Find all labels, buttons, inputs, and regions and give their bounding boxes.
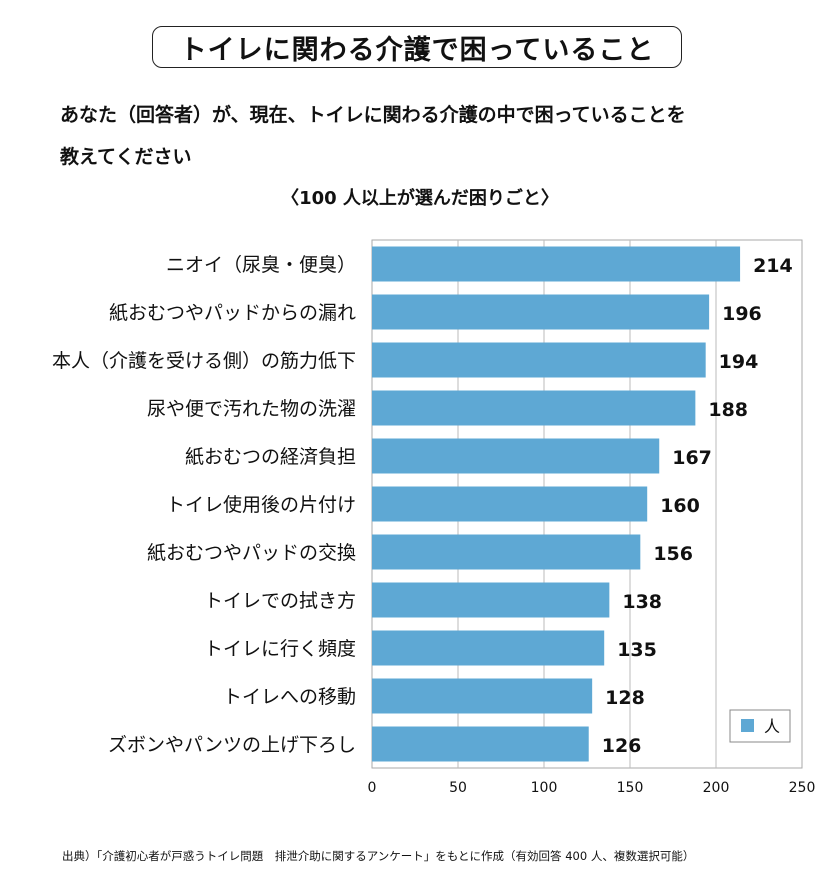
category-label: ズボンやパンツの上げ下ろし xyxy=(108,734,356,756)
category-label: トイレでの拭き方 xyxy=(204,590,356,612)
data-label: 167 xyxy=(672,447,712,469)
legend-box xyxy=(729,709,791,743)
x-tick-label: 150 xyxy=(617,780,644,796)
x-tick-label: 250 xyxy=(789,780,816,796)
category-label: 紙おむつの経済負担 xyxy=(185,446,356,468)
bar xyxy=(372,630,605,666)
survey-question: あなた（回答者）が、現在、トイレに関わる介護の中で困っていることを 教えてくださ… xyxy=(60,94,800,178)
main-title: トイレに関わる介護で困っていること xyxy=(179,34,655,66)
data-label: 156 xyxy=(653,543,693,565)
bar xyxy=(372,678,593,714)
category-label: 紙おむつやパッドの交換 xyxy=(147,542,356,564)
data-label: 194 xyxy=(719,351,759,373)
x-tick-label: 50 xyxy=(449,780,467,796)
chart-title-box: トイレに関わる介護で困っていること xyxy=(152,26,682,68)
chart-subtitle: 〈100 人以上が選んだ困りごと〉 xyxy=(281,188,559,209)
data-label: 160 xyxy=(660,495,700,517)
bar xyxy=(372,342,706,378)
legend-swatch xyxy=(741,719,754,732)
bar xyxy=(372,294,710,330)
bar xyxy=(372,534,641,570)
bar xyxy=(372,246,741,282)
bar xyxy=(372,726,589,762)
x-tick-label: 0 xyxy=(368,780,377,796)
x-tick-label: 100 xyxy=(531,780,558,796)
legend-label: 人 xyxy=(764,717,780,736)
bar xyxy=(372,390,696,426)
category-label: トイレ使用後の片付け xyxy=(166,494,356,516)
data-label: 214 xyxy=(753,255,793,277)
x-tick-label: 200 xyxy=(703,780,730,796)
category-label: 本人（介護を受ける側）の筋力低下 xyxy=(52,350,356,372)
source-footnote: 出典）「介護初心者が戸惑うトイレ問題 排泄介助に関するアンケート」をもとに作成（… xyxy=(62,849,695,863)
data-label: 196 xyxy=(722,303,762,325)
data-label: 188 xyxy=(708,399,748,421)
data-label: 138 xyxy=(622,591,662,613)
category-label: 紙おむつやパッドからの漏れ xyxy=(109,302,356,324)
category-label: 尿や便で汚れた物の洗濯 xyxy=(147,398,356,420)
category-label: トイレに行く頻度 xyxy=(204,638,356,660)
question-line-2: 教えてください xyxy=(60,146,192,168)
question-line-1: あなた（回答者）が、現在、トイレに関わる介護の中で困っていることを xyxy=(60,104,686,126)
data-label: 126 xyxy=(602,735,642,757)
bar-chart: 0 50 100 150 200 250 ニオイ（尿臭・便臭） 214 紙おむつやパッドからの漏… xyxy=(52,239,816,796)
bar xyxy=(372,486,648,522)
bar xyxy=(372,438,660,474)
data-label: 135 xyxy=(617,639,657,661)
bar xyxy=(372,582,610,618)
category-label: ニオイ（尿臭・便臭） xyxy=(166,254,356,276)
data-label: 128 xyxy=(605,687,645,709)
category-label: トイレへの移動 xyxy=(223,686,356,708)
